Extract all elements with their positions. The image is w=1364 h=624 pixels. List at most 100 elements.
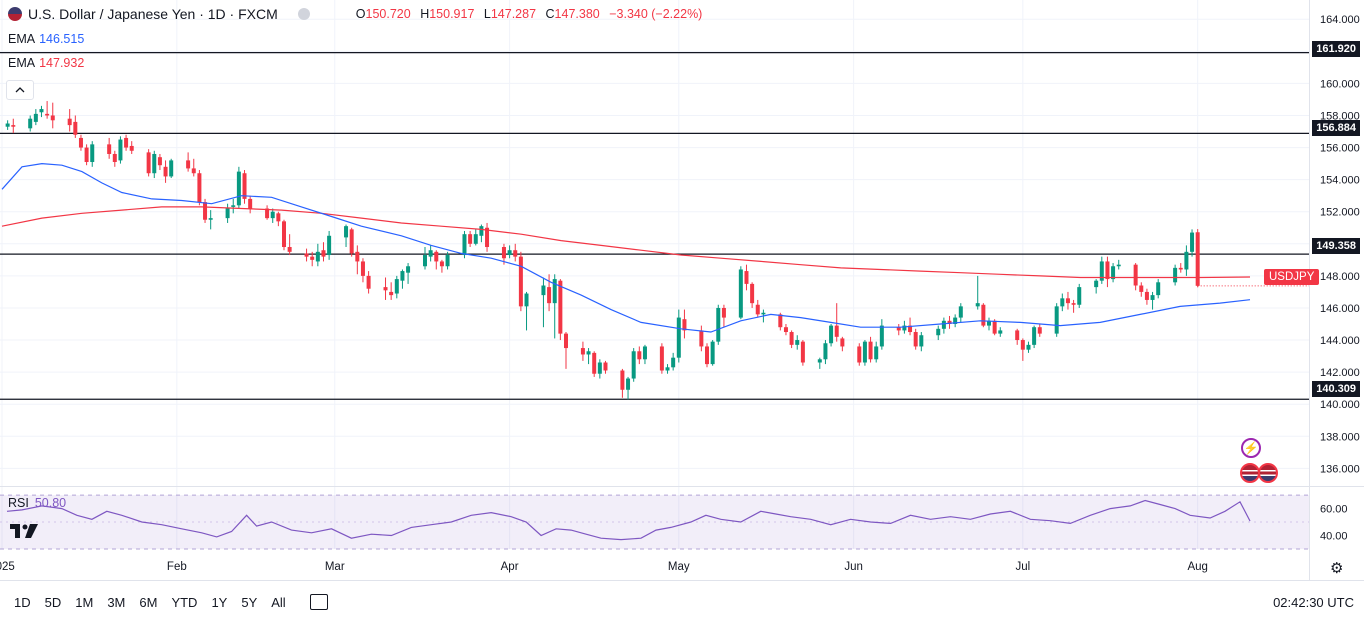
candle-up xyxy=(236,171,241,206)
candle-up xyxy=(394,279,399,294)
candle-down xyxy=(913,332,918,347)
candle-down xyxy=(947,320,952,324)
symbol-title[interactable]: U.S. Dollar / Japanese Yen · 1D · FXCM xyxy=(28,6,278,22)
y-tick-label: 148.000 xyxy=(1320,271,1360,283)
x-tick-label: Mar xyxy=(325,561,345,573)
candle-down xyxy=(721,307,726,318)
us-economic-event-icon[interactable] xyxy=(1240,463,1260,483)
candle-down xyxy=(485,227,490,248)
candle-down xyxy=(682,319,687,331)
candle-up xyxy=(1054,306,1059,334)
candle-up xyxy=(118,139,123,161)
candle-up xyxy=(1156,282,1161,296)
candle-down xyxy=(834,325,839,337)
candle-up xyxy=(738,269,743,318)
candle-up xyxy=(1190,232,1195,252)
candle-up xyxy=(975,303,980,307)
candle-down xyxy=(1178,267,1183,270)
candle-down xyxy=(840,338,845,347)
timeframe-1y[interactable]: 1Y xyxy=(211,594,228,610)
close-value: 147.380 xyxy=(554,7,600,21)
candle-up xyxy=(33,113,38,122)
candle-down xyxy=(783,327,788,333)
candle-down xyxy=(45,113,50,116)
y-tick-label: 160.000 xyxy=(1320,78,1360,90)
candle-down xyxy=(1020,340,1025,350)
candle-down xyxy=(321,250,326,257)
candle-up xyxy=(400,271,405,281)
level-label-156884: 156.884 xyxy=(1312,120,1360,136)
clock-time[interactable]: 02:42:30 UTC xyxy=(1273,594,1354,610)
candle-down xyxy=(124,137,129,148)
settings-gear-icon[interactable]: ⚙ xyxy=(1330,560,1344,577)
ema-fast-value: 146.515 xyxy=(39,32,85,46)
level-label-140309: 140.309 xyxy=(1312,381,1360,397)
candle-down xyxy=(304,253,309,257)
timeframe-5y[interactable]: 5Y xyxy=(241,594,258,610)
open-value: 150.720 xyxy=(365,7,411,21)
candle-down xyxy=(705,346,709,365)
lightning-event-icon[interactable]: ⚡ xyxy=(1241,438,1261,458)
us-economic-event-icon-2[interactable] xyxy=(1258,463,1278,483)
timeframe-1d[interactable]: 1D xyxy=(14,594,31,610)
candle-up xyxy=(597,362,602,374)
candle-up xyxy=(941,320,946,329)
rsi-legend[interactable]: RSI 50.80 xyxy=(8,496,67,510)
y-tick-label: 146.000 xyxy=(1320,303,1360,315)
bottom-toolbar: 1D 5D 1M 3M 6M YTD 1Y 5Y All 02:42:30 UT… xyxy=(0,588,1364,616)
candle-down xyxy=(518,256,523,307)
candle-down xyxy=(1195,232,1200,286)
candle-up xyxy=(665,367,670,371)
candle-up xyxy=(958,306,963,318)
candle-up xyxy=(1111,266,1116,280)
ema-slow-value: 147.932 xyxy=(39,56,85,70)
candle-up xyxy=(936,328,941,336)
candle-up xyxy=(428,250,433,257)
candle-up xyxy=(676,317,681,358)
candle-down xyxy=(896,327,901,331)
timeframe-all[interactable]: All xyxy=(271,594,286,610)
ohlc-values: O150.720 H150.917 L147.287 C147.380 −3.3… xyxy=(355,7,703,21)
x-tick-label: May xyxy=(668,561,690,573)
candle-up xyxy=(445,255,450,267)
ema-fast-legend[interactable]: EMA 146.515 xyxy=(8,32,85,46)
candle-up xyxy=(642,346,647,360)
rsi-tick-label: 40.00 xyxy=(1320,531,1348,543)
y-tick-label: 140.000 xyxy=(1320,399,1360,411)
candle-down xyxy=(191,168,196,174)
candle-up xyxy=(39,109,44,113)
candle-down xyxy=(659,346,664,371)
candle-down xyxy=(755,304,760,315)
candle-down xyxy=(620,370,625,390)
candle-down xyxy=(146,152,151,174)
candle-up xyxy=(998,330,1003,334)
candle-down xyxy=(908,325,913,333)
candle-up xyxy=(874,346,879,360)
timeframe-3m[interactable]: 3M xyxy=(107,594,126,610)
candle-up xyxy=(879,325,884,347)
ema-slow-legend[interactable]: EMA 147.932 xyxy=(8,56,85,70)
date-range-calendar-icon[interactable] xyxy=(309,594,328,610)
collapse-legend-button[interactable] xyxy=(6,80,34,100)
candle-up xyxy=(710,341,715,365)
candle-down xyxy=(468,234,473,244)
timeframe-ytd[interactable]: YTD xyxy=(171,594,198,610)
ema-fast-line xyxy=(1,162,1251,333)
tradingview-logo-icon[interactable] xyxy=(10,522,42,540)
candle-up xyxy=(987,320,991,326)
timeframe-1m[interactable]: 1M xyxy=(75,594,94,610)
candle-down xyxy=(383,287,388,291)
candle-up xyxy=(1173,267,1178,283)
timeframe-6m[interactable]: 6M xyxy=(139,594,158,610)
candle-up xyxy=(152,153,157,174)
candle-up xyxy=(541,285,546,296)
candle-up xyxy=(631,351,636,379)
candle-down xyxy=(434,251,439,262)
candle-down xyxy=(310,256,315,260)
candle-down xyxy=(73,121,78,135)
rsi-tick-label: 60.00 xyxy=(1320,504,1348,516)
timeframe-5d[interactable]: 5D xyxy=(44,594,62,610)
visibility-icon[interactable] xyxy=(297,8,310,20)
candle-down xyxy=(1144,291,1149,300)
